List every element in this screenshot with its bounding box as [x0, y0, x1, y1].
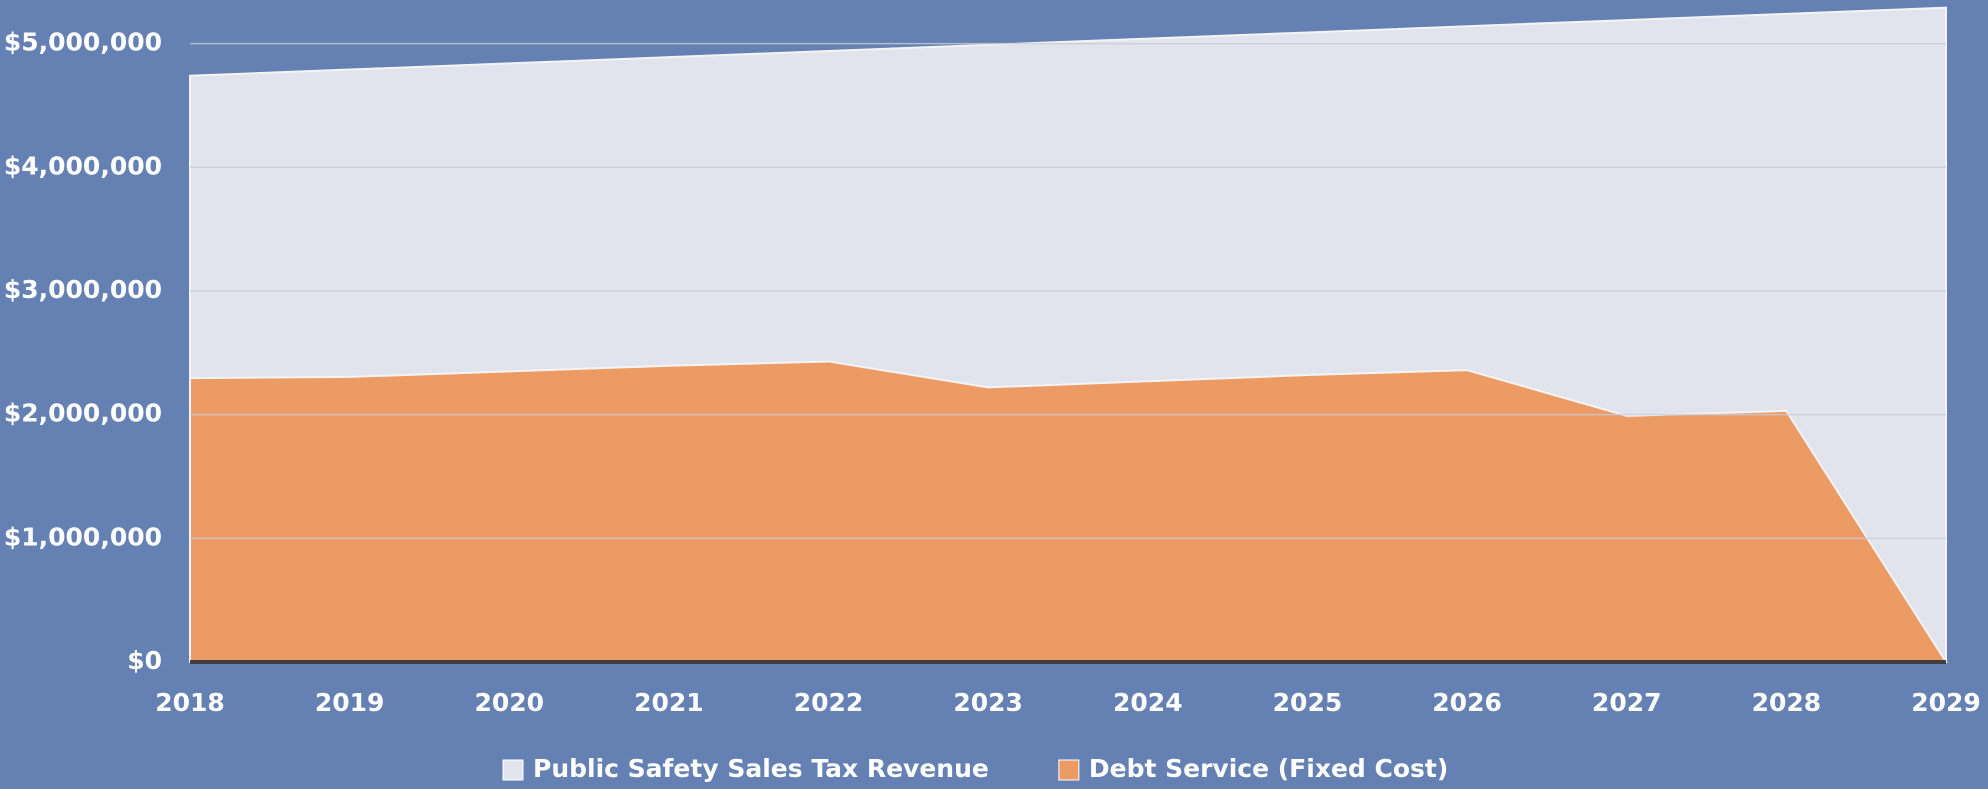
x-tick-label: 2024: [1113, 688, 1183, 717]
x-tick-label: 2018: [155, 688, 225, 717]
legend-swatch: [502, 759, 524, 781]
x-tick-label: 2029: [1911, 688, 1981, 717]
y-tick-label: $1,000,000: [4, 522, 162, 551]
y-tick-label: $5,000,000: [4, 28, 162, 57]
legend-label: Debt Service (Fixed Cost): [1089, 754, 1448, 783]
legend: Public Safety Sales Tax Revenue Debt Serv…: [502, 754, 1448, 783]
x-tick-label: 2021: [634, 688, 704, 717]
x-tick-label: 2019: [315, 688, 385, 717]
x-tick-label: 2025: [1273, 688, 1343, 717]
x-tick-label: 2020: [474, 688, 544, 717]
x-tick-label: 2028: [1752, 688, 1822, 717]
y-tick-label: $3,000,000: [4, 275, 162, 304]
y-tick-label: $4,000,000: [4, 151, 162, 180]
x-tick-label: 2022: [794, 688, 864, 717]
y-tick-label: $2,000,000: [4, 399, 162, 428]
y-tick-label: $0: [127, 646, 162, 675]
x-tick-label: 2027: [1592, 688, 1662, 717]
area: [189, 360, 1948, 663]
x-tick-label: 2026: [1432, 688, 1502, 717]
x-tick-label: 2023: [953, 688, 1023, 717]
legend-swatch: [1058, 759, 1080, 781]
legend-label: Public Safety Sales Tax Revenue: [533, 754, 989, 783]
